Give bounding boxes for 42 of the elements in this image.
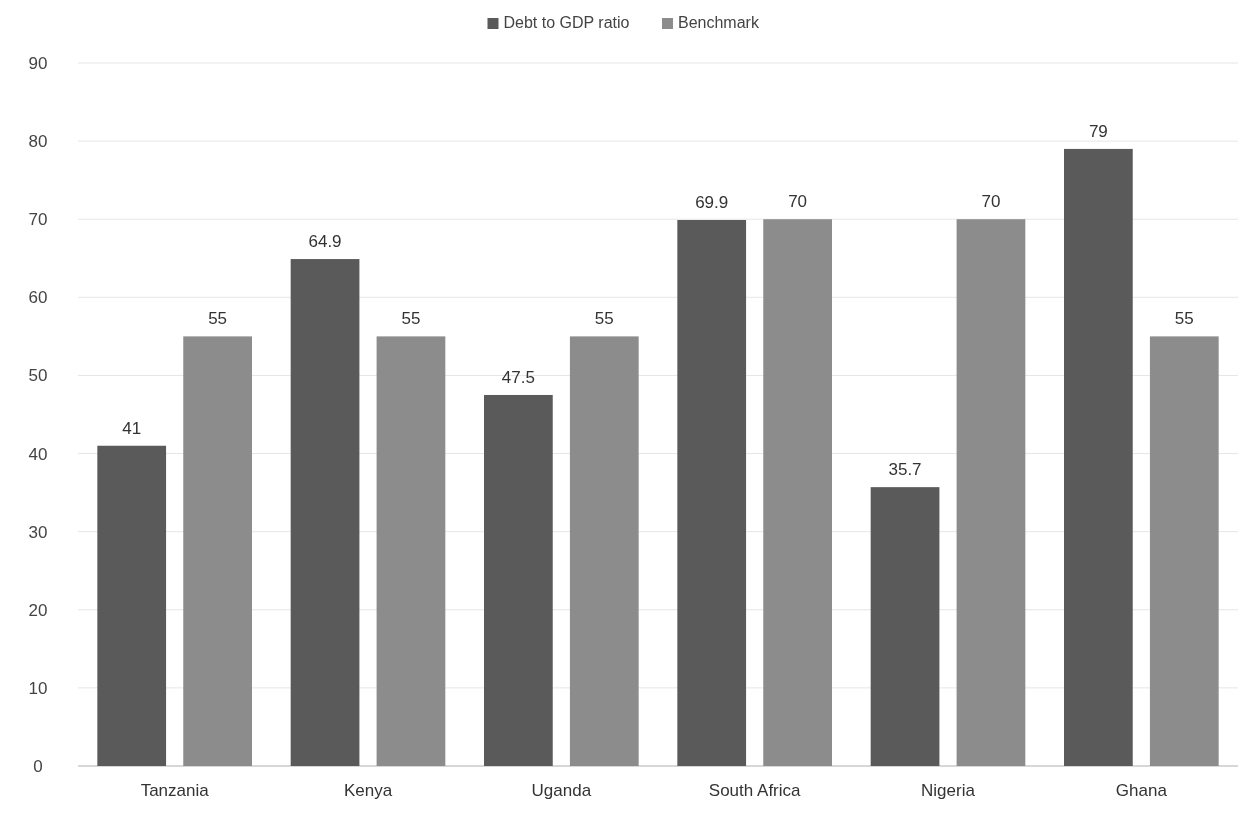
data-label: 55: [208, 309, 228, 329]
bar: [183, 336, 252, 766]
x-tick-label: Tanzania: [140, 781, 210, 800]
y-tick-label: 40: [28, 444, 48, 464]
data-label: 69.9: [695, 193, 729, 212]
data-label: 64.9: [308, 232, 342, 252]
data-label: 55: [401, 309, 421, 329]
x-tick-label: South Africa: [708, 781, 802, 800]
legend-label: Debt to GDP ratio: [503, 14, 630, 31]
y-tick-label: 80: [28, 132, 48, 152]
data-label: 55: [594, 309, 614, 329]
bar: [569, 336, 639, 766]
y-tick-label: 0: [33, 756, 43, 776]
data-label: 79: [1088, 121, 1108, 141]
y-tick-label: 30: [28, 522, 48, 542]
y-tick-label: 60: [28, 288, 48, 308]
y-tick-label: 20: [28, 600, 48, 620]
bar: [1064, 148, 1133, 766]
bar: [484, 394, 553, 766]
bar: [763, 219, 832, 766]
x-tick-label: Kenya: [343, 781, 393, 800]
bar: [956, 219, 1026, 766]
data-label: 70: [788, 192, 808, 212]
bar: [376, 336, 446, 766]
bar: [870, 487, 940, 766]
bar: [677, 220, 747, 766]
data-label: 35.7: [888, 460, 922, 480]
y-tick-label: 10: [28, 678, 48, 698]
data-label: 55: [1174, 309, 1194, 329]
y-tick-label: 50: [28, 366, 48, 386]
y-tick-label: 90: [28, 53, 48, 73]
x-tick-label: Uganda: [531, 781, 592, 800]
y-tick-label: 70: [28, 210, 48, 230]
bar: [1149, 336, 1219, 766]
x-tick-label: Nigeria: [921, 781, 976, 800]
data-label: 47.5: [501, 367, 535, 387]
x-tick-label: Ghana: [1115, 781, 1168, 800]
data-label: 70: [981, 192, 1001, 212]
data-label: 41: [122, 418, 142, 438]
bar: [290, 259, 360, 766]
bar: [97, 445, 167, 766]
legend-label: Benchmark: [678, 14, 760, 31]
